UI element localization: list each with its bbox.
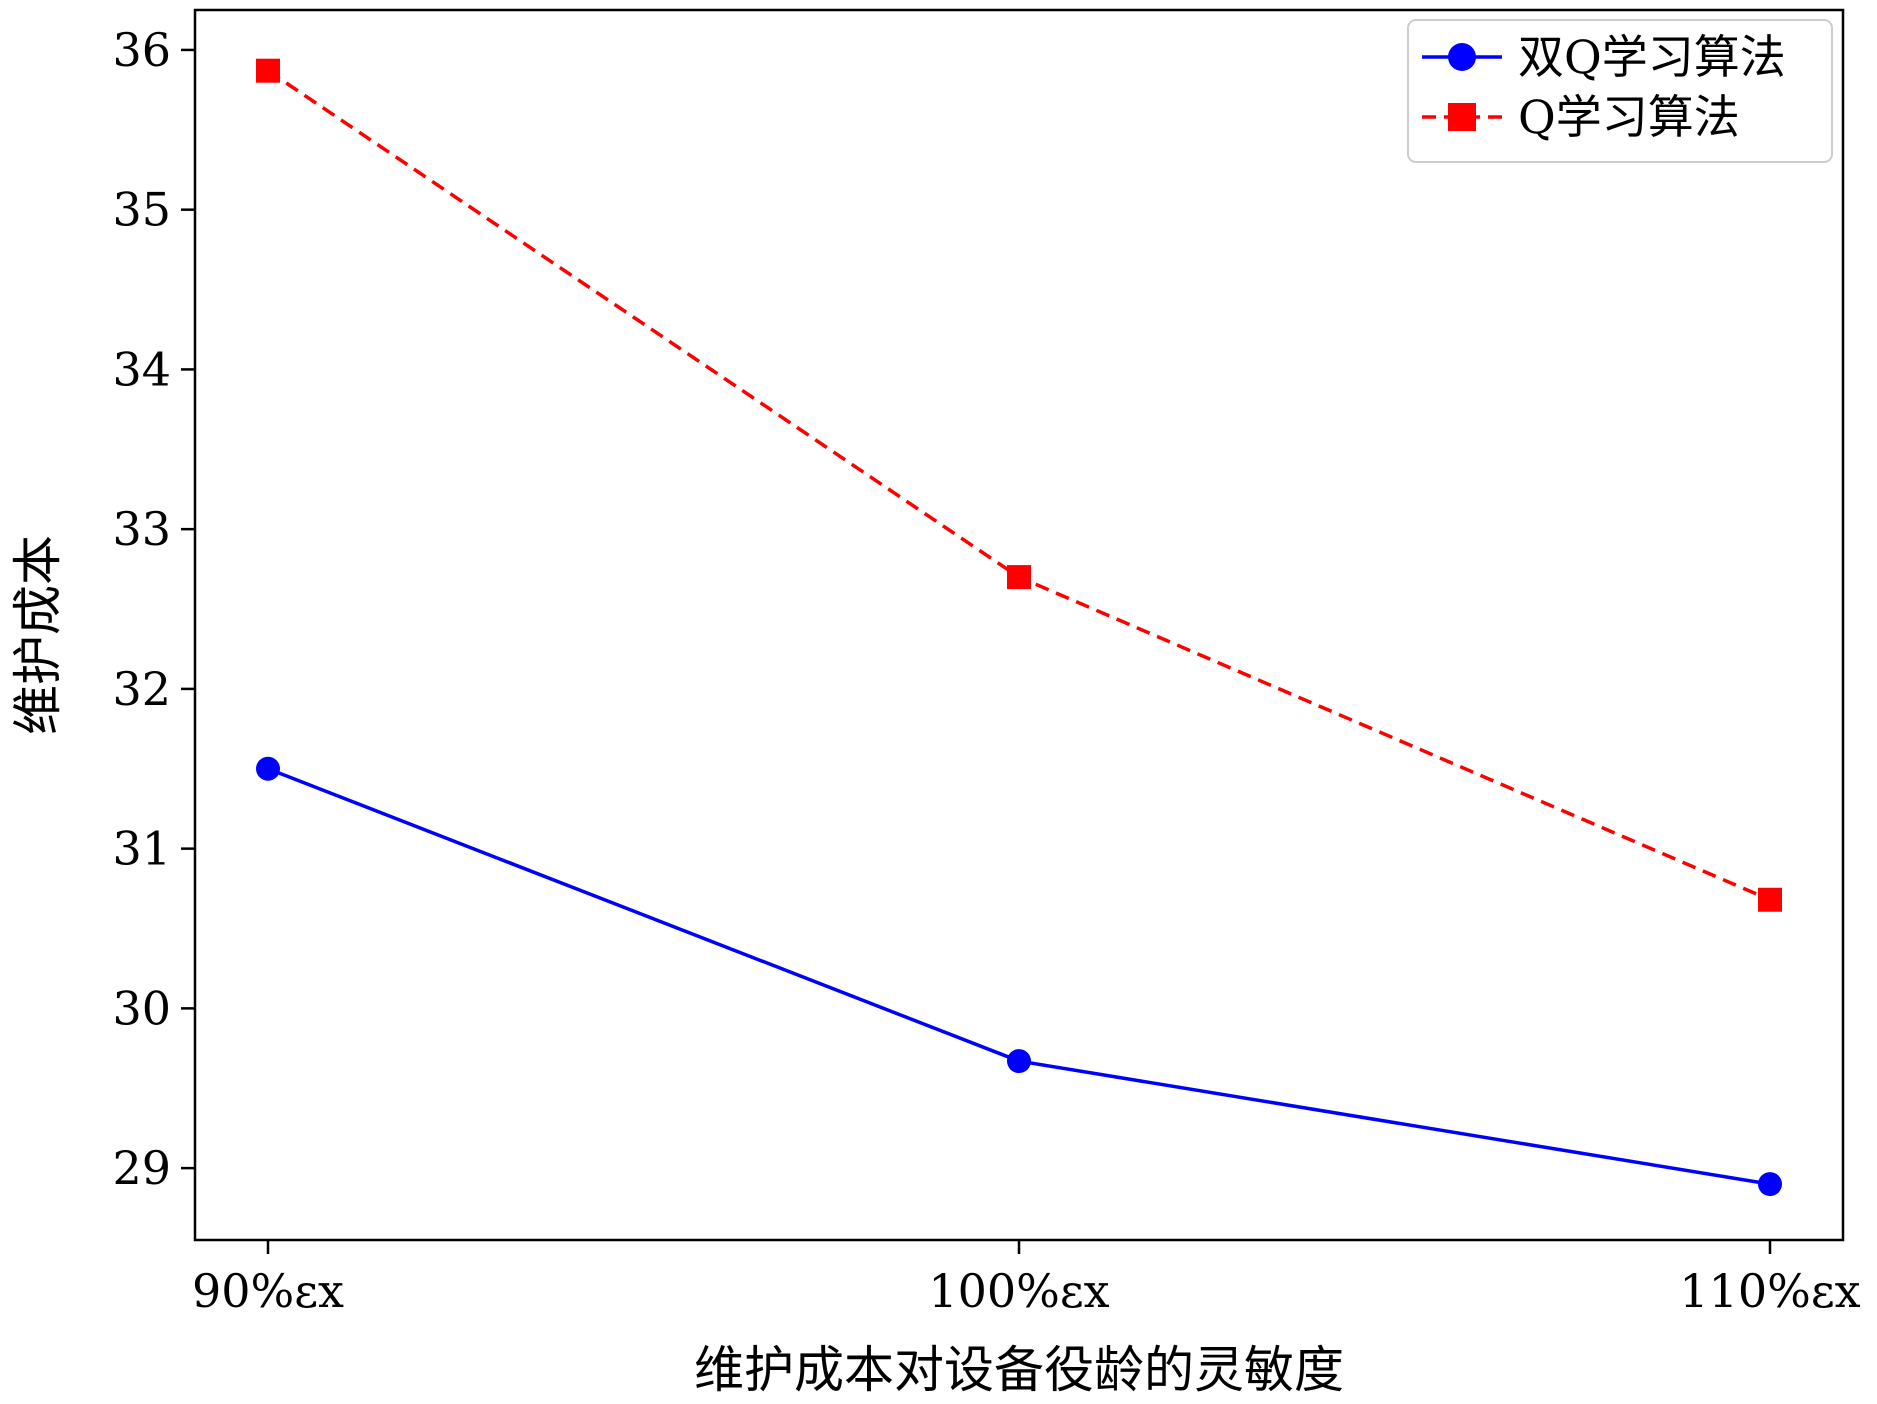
- series-0-point-1: [1007, 1049, 1031, 1074]
- series-1-point-0: [256, 58, 280, 83]
- x-tick-label: 110%εx: [1679, 1264, 1860, 1318]
- series-layer: [256, 58, 1782, 1197]
- series-0-point-0: [256, 756, 280, 781]
- series-1-point-2: [1758, 887, 1782, 912]
- legend-label-1: Q学习算法: [1518, 90, 1740, 144]
- y-tick-label: 29: [112, 1141, 171, 1195]
- legend-marker-1: [1448, 103, 1476, 131]
- y-tick-label: 34: [112, 342, 171, 396]
- x-tick-label: 90%εx: [192, 1264, 344, 1318]
- series-0-point-2: [1758, 1172, 1782, 1197]
- legend: 双Q学习算法 Q学习算法: [1407, 19, 1833, 163]
- legend-box: [1407, 19, 1833, 163]
- y-axis-label: 维护成本: [9, 535, 67, 735]
- y-tick-label: 32: [112, 662, 171, 716]
- y-tick-label: 31: [112, 822, 171, 876]
- y-tick-label: 36: [112, 23, 171, 77]
- x-axis-label: 维护成本对设备役龄的灵敏度: [694, 1341, 1344, 1399]
- legend-label-0: 双Q学习算法: [1518, 30, 1786, 84]
- y-tick-label: 30: [112, 981, 171, 1035]
- y-tick-label: 35: [112, 183, 171, 237]
- axes-layer: 29 30 31 32 33 34 35 36 90%εx 100%εx 110%εx 维护成本对设备…: [9, 8, 1861, 1399]
- series-1-point-1: [1007, 565, 1031, 590]
- y-tick-label: 33: [112, 502, 171, 556]
- x-tick-label: 100%εx: [928, 1264, 1109, 1318]
- legend-marker-0: [1448, 43, 1476, 71]
